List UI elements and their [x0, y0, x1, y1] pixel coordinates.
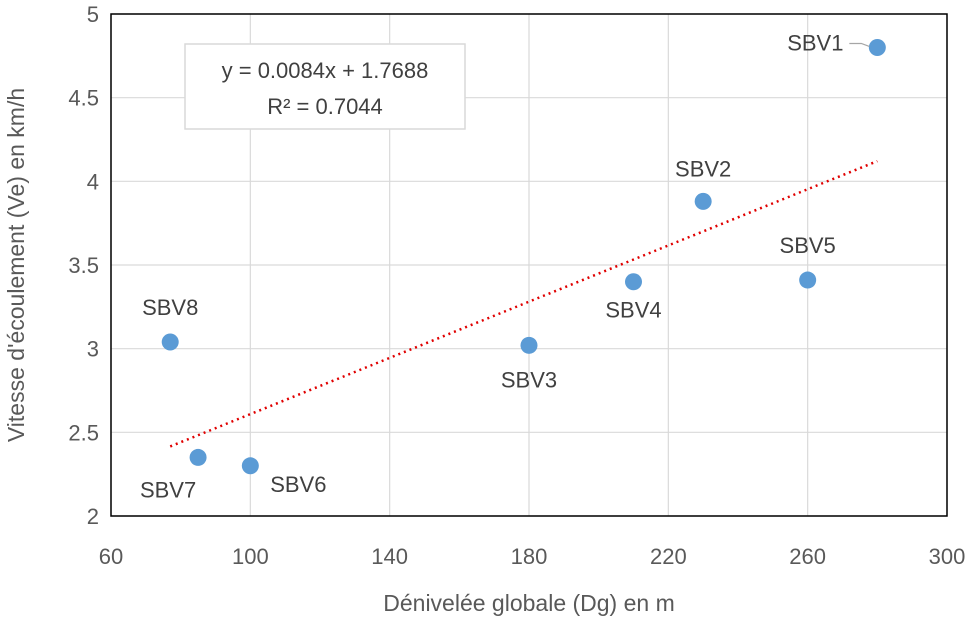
point-label-sbv4: SBV4: [605, 298, 661, 323]
point-label-sbv2: SBV2: [675, 156, 731, 181]
y-tick-label: 3: [87, 337, 99, 362]
trendline-equation-box: y = 0.0084x + 1.7688 R² = 0.7044: [184, 43, 466, 130]
data-point-sbv1: [868, 38, 886, 56]
point-label-sbv3: SBV3: [501, 367, 557, 392]
point-label-sbv5: SBV5: [780, 233, 836, 258]
data-points: [161, 38, 886, 475]
y-tick-label: 2: [87, 504, 99, 529]
x-tick-label: 140: [371, 544, 408, 569]
x-tick-label: 220: [650, 544, 687, 569]
linear-trendline: [169, 159, 878, 448]
point-label-sbv7: SBV7: [140, 477, 196, 502]
trendline-r-squared: R² = 0.7044: [267, 94, 383, 119]
x-tick-label: 180: [511, 544, 548, 569]
data-point-sbv6: [241, 457, 259, 475]
x-tick-label: 260: [789, 544, 826, 569]
point-label-sbv8: SBV8: [142, 295, 198, 320]
equation-box-frame: [184, 43, 466, 130]
x-axis-ticks: 60 100 140 180 220 260 300: [99, 544, 966, 569]
y-tick-label: 5: [87, 2, 99, 27]
x-tick-label: 100: [232, 544, 269, 569]
y-tick-label: 4: [87, 169, 99, 194]
trendline-equation: y = 0.0084x + 1.7688: [222, 58, 429, 83]
y-tick-label: 4.5: [68, 86, 99, 111]
plot-area-border: [110, 13, 948, 517]
sbv1-leader-line: [849, 42, 870, 48]
data-point-sbv4: [625, 273, 642, 291]
data-point-sbv7: [189, 448, 207, 466]
data-point-sbv5: [799, 271, 817, 289]
data-point-sbv3: [520, 336, 538, 354]
y-axis-ticks: 2 2.5 3 3.5 4 4.5 5: [68, 2, 99, 529]
y-axis-title: Vitesse d'écoulement (Ve) en km/h: [3, 88, 29, 442]
point-label-sbv6: SBV6: [270, 472, 326, 497]
data-point-sbv2: [694, 192, 712, 210]
data-point-labels: SBV1 SBV2 SBV3 SBV4 SBV5 SBV6 SBV7 SBV8: [140, 30, 844, 502]
x-tick-label: 60: [99, 544, 123, 569]
x-axis-title: Dénivelée globale (Dg) en m: [383, 590, 675, 616]
point-label-sbv1: SBV1: [787, 30, 843, 55]
y-tick-label: 2.5: [68, 420, 99, 445]
data-point-sbv8: [161, 333, 179, 351]
x-tick-label: 300: [929, 544, 966, 569]
y-tick-label: 3.5: [68, 253, 99, 278]
